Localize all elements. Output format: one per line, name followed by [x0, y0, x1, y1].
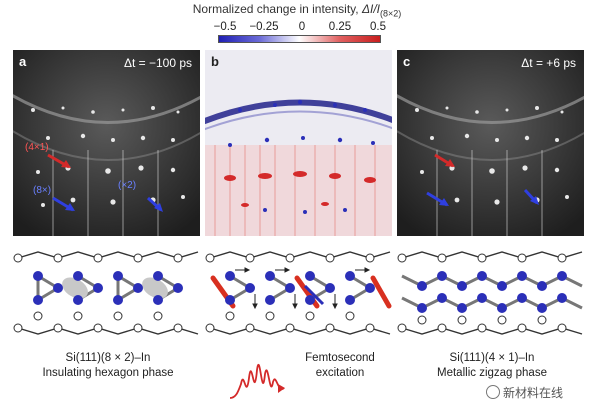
colorbar-title-subscript: (8×2) [380, 8, 402, 19]
panel-label-c: c [403, 54, 411, 69]
watermark-text: 新材料在线 [503, 386, 564, 400]
panel-a: a Δt = −100 ps (4×1) (8×) (×2) [13, 50, 200, 236]
colorbar-tick: 0.5 [370, 21, 386, 33]
structure-diagram-left [13, 251, 199, 335]
colorbar-title-symbol: ΔI/I [361, 2, 380, 16]
caption-right-line2: Metallic zigzag phase [437, 367, 547, 379]
colorbar-ticks: −0.5 −0.25 0 0.25 0.5 [213, 21, 388, 35]
panel-c: c Δt = +6 ps [397, 50, 584, 236]
caption-middle-line2: excitation [315, 367, 365, 379]
annotation-x2: (×2) [118, 180, 137, 191]
colorbar-gradient [218, 35, 381, 43]
structure-diagram-middle [205, 251, 392, 335]
watermark-icon [486, 385, 500, 399]
diffraction-pattern-a [13, 50, 200, 236]
caption-right: Si(111)(4 × 1)–In Metallic zigzag phase [397, 351, 587, 381]
caption-middle-line1: Femtosecond [305, 352, 375, 364]
delta-t-c: Δt = +6 ps [521, 56, 576, 70]
panel-b: b [205, 50, 392, 236]
caption-left-line1: Si(111)(8 × 2)–In [65, 352, 151, 364]
caption-middle: Femtosecond excitation [285, 351, 395, 381]
panel-label-b: b [211, 54, 219, 69]
colorbar-tick: 0.25 [328, 21, 352, 33]
caption-right-line1: Si(111)(4 × 1)–In [449, 352, 535, 364]
delta-t-a: Δt = −100 ps [123, 56, 192, 70]
colorbar-title: Normalized change in intensity, ΔI/I(8×2… [0, 2, 594, 18]
colorbar-tick: −0.5 [213, 21, 237, 33]
laser-pulse-icon [229, 363, 285, 399]
diffraction-pattern-c [397, 50, 584, 236]
colorbar-title-prefix: Normalized change in intensity, [192, 2, 362, 16]
annotation-4x1: (4×1) [25, 142, 49, 153]
caption-left-line2: Insulating hexagon phase [42, 367, 174, 379]
structure-diagram-right [397, 251, 583, 335]
watermark: 新材料在线 [482, 384, 568, 401]
difference-pattern-b [205, 50, 392, 236]
annotation-8x: (8×) [33, 185, 52, 196]
caption-left: Si(111)(8 × 2)–In Insulating hexagon pha… [13, 351, 203, 381]
colorbar-tick: −0.25 [249, 21, 279, 33]
panel-label-a: a [19, 54, 27, 69]
colorbar-tick: 0 [298, 21, 306, 33]
